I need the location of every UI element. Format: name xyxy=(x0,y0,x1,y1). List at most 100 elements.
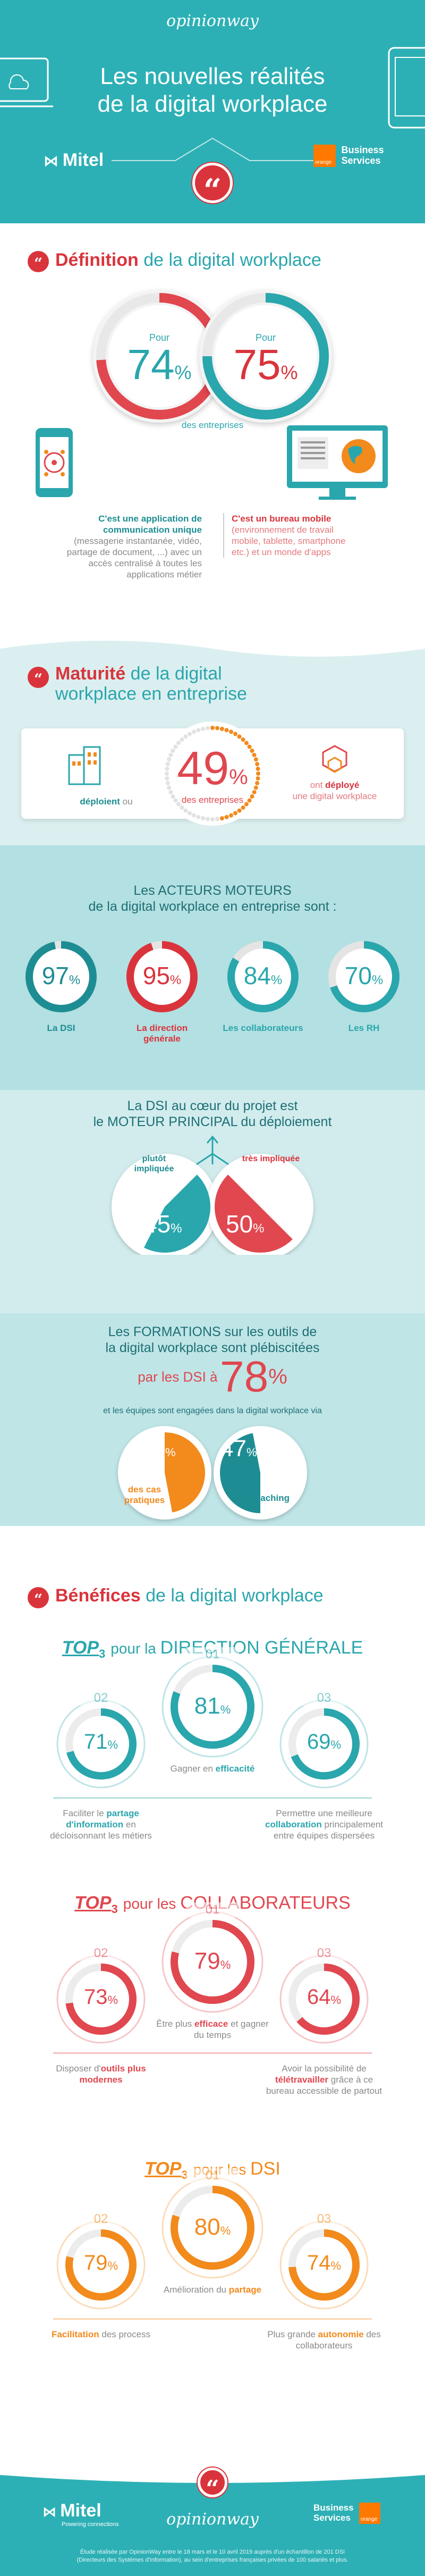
definition-left-text: C'est une application de communication u… xyxy=(58,513,202,580)
formations-section-bg xyxy=(0,1313,425,1526)
definition-right-arc xyxy=(202,293,329,419)
mitel-tagline: Powering connections xyxy=(62,2521,119,2528)
acteur-ring xyxy=(126,941,198,1012)
progress-dot xyxy=(250,794,254,799)
target-label: DSI xyxy=(250,2159,280,2179)
mitel-text: Mitel xyxy=(62,150,104,170)
progress-dot xyxy=(241,805,245,810)
progress-dot xyxy=(183,734,188,739)
quote-icon: “ xyxy=(192,163,233,209)
footer-note-line1: Étude réalisée par OpinionWay entre le 1… xyxy=(80,2549,345,2555)
maturite-title-em: Maturité xyxy=(55,664,126,684)
definition-title-em: Définition xyxy=(55,250,139,270)
text-pre: Faciliter le xyxy=(63,1808,107,1818)
right-text-rest: (environnement de travail mobile, tablet… xyxy=(232,525,346,557)
text-rest: en décloisonnant les métiers xyxy=(50,1819,152,1841)
progress-dot xyxy=(201,726,206,731)
pct-unit: % xyxy=(171,1221,182,1236)
benefit-text: Facilitation des process xyxy=(40,2329,162,2340)
benefit-text: Être plus efficace et gagner du temps xyxy=(151,2018,274,2041)
top-label: TOP xyxy=(62,1638,99,1658)
benefit-arc xyxy=(171,2186,254,2270)
progress-dot xyxy=(173,744,178,749)
benefit-arc xyxy=(288,2229,360,2301)
footer-banner: “ ⋈ Mitel Powering connections opinionwa… xyxy=(0,2468,425,2576)
progress-dot xyxy=(206,817,210,821)
pour-label: pour la xyxy=(110,1640,160,1657)
formations-left-wedge xyxy=(165,1432,205,1513)
text-rest: et gagner du temps xyxy=(194,2019,269,2040)
benefit-text: Permettre une meilleure collaboration pr… xyxy=(263,1808,385,1841)
maturite-title-rest1: de la digital xyxy=(125,664,222,684)
buildings-icon xyxy=(68,746,101,785)
progress-dot xyxy=(237,808,242,813)
deploye-bold: déployé xyxy=(325,780,360,790)
progress-dot xyxy=(224,728,229,733)
laptop-icon xyxy=(0,57,53,107)
text-bold: Facilitation xyxy=(51,2329,99,2339)
progress-dot xyxy=(176,741,181,745)
par-les-dsi-label: par les DSI à xyxy=(138,1369,218,1385)
formations-left-label: des cas pratiques xyxy=(124,1484,165,1505)
mitel-logo: ⋈ Mitel xyxy=(44,150,104,170)
rank-label: 03 xyxy=(298,2212,351,2227)
progress-dot xyxy=(250,749,254,753)
quote-icon: “ xyxy=(28,1587,49,1608)
progress-dot xyxy=(196,728,201,733)
progress-dot xyxy=(255,762,260,767)
benefit-ring xyxy=(162,2177,264,2279)
pct-unit: % xyxy=(268,1365,287,1389)
orange-services-label: Services xyxy=(313,2513,351,2523)
pct-value: 79 xyxy=(83,2251,108,2275)
pct-unit: % xyxy=(165,1446,176,1459)
progress-dot xyxy=(247,744,252,749)
rank-label: 03 xyxy=(298,1691,351,1706)
orange-business-label: Business xyxy=(313,2503,354,2513)
benefices-title-rest: de la digital workplace xyxy=(140,1585,324,1606)
monitor-icon xyxy=(287,425,388,500)
progress-dot xyxy=(228,813,233,818)
pct-value: 70 xyxy=(344,962,372,989)
progress-dot xyxy=(188,732,192,736)
progress-dot xyxy=(167,757,172,762)
header-title-line2: de la digital workplace xyxy=(97,91,328,117)
pct-unit: % xyxy=(270,973,283,987)
benefit-text: Faciliter le partage d'information en dé… xyxy=(40,1808,162,1841)
text-pre: Permettre une meilleure xyxy=(276,1808,372,1818)
header-banner: opinionway Les nouvelles réalités de la … xyxy=(0,0,425,223)
opinionway-text: opinionway xyxy=(166,2510,259,2529)
benefit-ring xyxy=(279,1699,369,1789)
acteur-value: 70% xyxy=(323,961,405,990)
footer-orange-logo: Business Services orange xyxy=(313,2503,381,2524)
progress-dot xyxy=(168,790,173,794)
smartphone-icon xyxy=(36,428,73,497)
progress-dot xyxy=(233,811,237,816)
benefit-ring xyxy=(279,2220,369,2310)
text-bold: partage xyxy=(228,2285,262,2295)
pct-value: 74 xyxy=(127,341,175,388)
orange-logo: orange Business Services xyxy=(313,145,384,167)
text-bold: autonomie xyxy=(318,2329,364,2339)
benefit-value: 79% xyxy=(69,2251,133,2275)
pct-value: 47 xyxy=(139,1436,165,1462)
formations-subtitle: et les équipes sont engagées dans la dig… xyxy=(103,1406,322,1415)
top-label: TOP xyxy=(74,1893,112,1913)
benefit-ring xyxy=(162,1656,264,1758)
pct-value: 64 xyxy=(307,1985,331,2009)
pct-unit: % xyxy=(220,1703,231,1716)
benefit-value: 74% xyxy=(292,2251,356,2275)
progress-dot xyxy=(256,776,260,781)
pct-value: 50 xyxy=(226,1210,253,1238)
acteur-ring xyxy=(328,941,400,1012)
progress-dot xyxy=(241,737,245,742)
acteur-value: 97% xyxy=(20,961,102,990)
pct-value: 79 xyxy=(194,1948,220,1974)
text-bold: efficace xyxy=(194,2019,228,2029)
progress-dot xyxy=(192,729,197,734)
definition-left-arc xyxy=(96,293,223,419)
rank-label: 01 xyxy=(186,2168,239,2183)
formations-left-value: 47% xyxy=(139,1436,176,1462)
progress-dot xyxy=(255,781,260,785)
formations-value-line: par les DSI à 78% xyxy=(0,1355,425,1399)
progress-dot xyxy=(192,813,197,818)
